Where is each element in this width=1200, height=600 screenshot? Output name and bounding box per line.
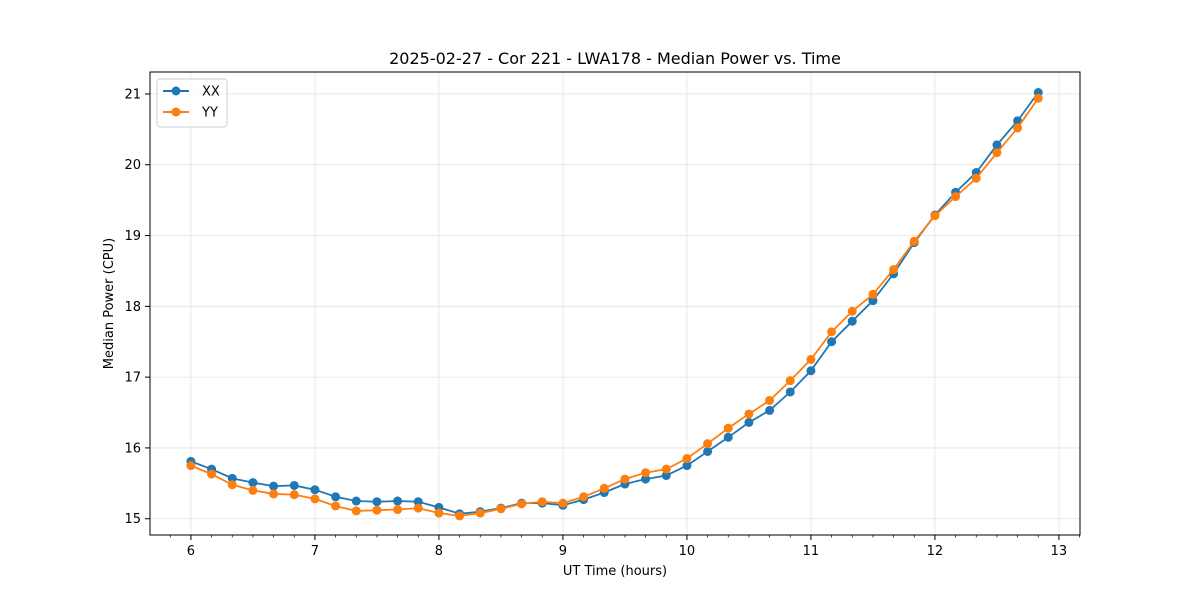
data-point-yy: [269, 489, 279, 499]
data-point-yy: [186, 461, 196, 471]
data-point-xx: [1013, 116, 1023, 126]
data-point-xx: [413, 497, 423, 507]
data-point-xx: [806, 366, 816, 376]
x-tick-label: 12: [927, 544, 944, 559]
data-point-xx: [744, 417, 754, 427]
x-tick-label: 10: [679, 544, 696, 559]
data-point-yy: [661, 464, 671, 474]
data-point-yy: [765, 395, 775, 405]
data-point-yy: [517, 499, 527, 509]
x-axis-title: UT Time (hours): [563, 564, 667, 579]
data-point-xx: [269, 481, 279, 491]
data-point-yy: [599, 483, 609, 493]
data-point-xx: [310, 485, 320, 495]
x-tick-label: 9: [559, 544, 567, 559]
data-point-yy: [1033, 93, 1043, 103]
data-point-yy: [1013, 123, 1023, 133]
y-tick-label: 16: [124, 441, 141, 456]
plot-frame: [149, 71, 1081, 536]
data-point-yy: [207, 469, 217, 479]
data-point-yy: [455, 511, 465, 521]
data-point-yy: [889, 265, 899, 275]
data-point-yy: [558, 498, 568, 508]
data-point-yy: [289, 490, 299, 500]
x-tick-label: 7: [311, 544, 319, 559]
data-point-yy: [868, 289, 878, 299]
data-point-xx: [372, 497, 382, 507]
data-point-xx: [992, 140, 1002, 150]
data-point-yy: [331, 501, 341, 511]
data-point-xx: [703, 446, 713, 456]
data-point-xx: [868, 296, 878, 306]
data-point-yy: [785, 376, 795, 386]
data-point-xx: [765, 405, 775, 415]
data-point-yy: [475, 508, 485, 518]
data-point-yy: [434, 508, 444, 518]
data-point-yy: [827, 327, 837, 337]
data-point-yy: [930, 211, 940, 221]
data-point-yy: [393, 505, 403, 515]
data-point-yy: [951, 192, 961, 202]
data-point-xx: [393, 496, 403, 506]
data-point-xx: [661, 471, 671, 481]
y-axis-title: Median Power (CPU): [102, 238, 117, 369]
data-point-yy: [537, 497, 547, 507]
data-point-yy: [744, 409, 754, 419]
data-point-xx: [827, 337, 837, 347]
grid: [150, 72, 1080, 535]
data-point-yy: [310, 494, 320, 504]
x-tick-label: 13: [1051, 544, 1068, 559]
y-tick-label: 20: [124, 158, 141, 173]
x-tick-label: 11: [803, 544, 820, 559]
y-tick-label: 18: [124, 300, 141, 315]
data-point-xx: [351, 496, 361, 506]
legend-label-yy: YY: [201, 106, 218, 121]
data-point-xx: [785, 387, 795, 397]
data-point-yy: [248, 485, 258, 495]
series-layer: [186, 88, 1043, 521]
data-point-xx: [248, 478, 258, 488]
legend-label-xx: XX: [202, 85, 220, 100]
data-point-yy: [806, 354, 816, 364]
data-point-xx: [723, 432, 733, 442]
y-tick-label: 17: [124, 371, 141, 386]
y-tick-label: 21: [124, 87, 141, 102]
legend: XX YY: [156, 78, 228, 128]
data-point-yy: [496, 504, 506, 514]
data-point-yy: [992, 148, 1002, 158]
y-tick-label: 15: [124, 512, 141, 527]
data-point-yy: [723, 423, 733, 433]
data-point-xx: [641, 474, 651, 484]
data-point-xx: [227, 473, 237, 483]
data-point-xx: [847, 316, 857, 326]
legend-marker-yy: [171, 107, 181, 117]
data-point-yy: [641, 468, 651, 478]
data-point-yy: [703, 439, 713, 449]
data-point-yy: [351, 506, 361, 516]
y-tick-label: 19: [124, 229, 141, 244]
data-point-yy: [579, 492, 589, 502]
data-point-yy: [227, 480, 237, 490]
data-point-yy: [682, 454, 692, 464]
data-point-yy: [620, 474, 630, 484]
data-point-yy: [847, 306, 857, 316]
data-point-yy: [413, 503, 423, 513]
chart-title: 2025-02-27 - Cor 221 - LWA178 - Median P…: [389, 49, 841, 68]
legend-marker-xx: [171, 86, 181, 96]
data-point-yy: [971, 173, 981, 183]
ticks: 6 7 8 9 10 11 12 13 15 16 17 18 19 20 21: [124, 87, 1080, 559]
x-tick-label: 6: [187, 544, 195, 559]
data-point-yy: [372, 505, 382, 515]
data-point-yy: [909, 236, 919, 246]
data-point-xx: [289, 480, 299, 490]
data-point-xx: [331, 492, 341, 502]
x-tick-label: 8: [435, 544, 443, 559]
data-point-xx: [682, 461, 692, 471]
